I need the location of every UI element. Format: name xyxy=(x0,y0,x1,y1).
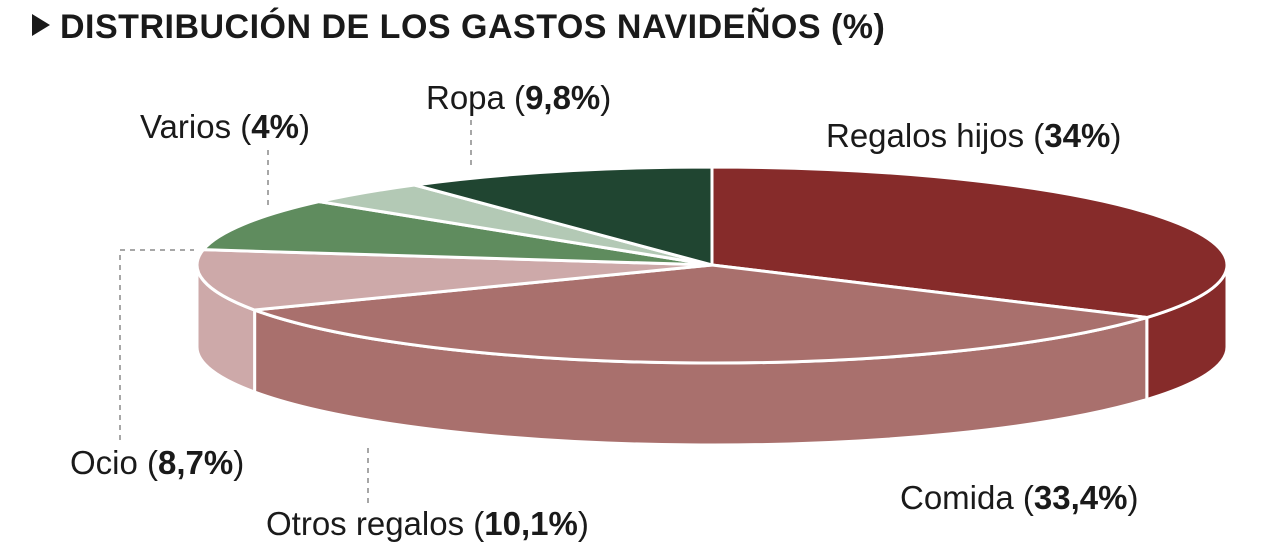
leader-lines xyxy=(119,120,472,505)
label-otros-regalos: Otros regalos (10,1%) xyxy=(266,505,589,542)
pie-slice-ropa xyxy=(413,165,714,267)
label-ocio: Ocio (8,7%) xyxy=(70,444,245,481)
label-otros-regalos-value: 10,1% xyxy=(484,505,578,542)
label-ocio-name: Ocio xyxy=(70,444,138,481)
pie-slice-ocio xyxy=(201,200,714,267)
label-comida-value: 33,4% xyxy=(1033,479,1128,516)
pie-top-slices xyxy=(195,165,1229,365)
label-ropa-value: 9,8% xyxy=(525,79,601,116)
label-varios: Varios (4%) xyxy=(140,108,310,145)
pie-side-walls xyxy=(195,263,1229,447)
label-otros-regalos-name: Otros regalos xyxy=(266,505,465,542)
label-ropa: Ropa (9,8%) xyxy=(426,79,612,116)
pie-slice-otros-regalos xyxy=(195,248,714,312)
label-ocio-value: 8,7% xyxy=(158,444,234,481)
leader-ocio xyxy=(119,249,194,440)
label-regalos-hijos-value: 34% xyxy=(1044,117,1111,154)
label-regalos-hijos-name: Regalos hijos xyxy=(826,117,1025,154)
label-varios-name: Varios xyxy=(140,108,232,145)
label-comida: Comida (33,4%) xyxy=(900,479,1139,516)
label-regalos-hijos: Regalos hijos (34%) xyxy=(826,117,1122,154)
label-ropa-name: Ropa xyxy=(426,79,505,116)
label-comida-name: Comida xyxy=(900,479,1014,516)
title-triangle-icon xyxy=(32,14,50,36)
chart-title: DISTRIBUCIÓN DE LOS GASTOS NAVIDEÑOS (%) xyxy=(32,8,885,47)
label-varios-value: 4% xyxy=(251,108,299,145)
chart-title-text: DISTRIBUCIÓN DE LOS GASTOS NAVIDEÑOS (%) xyxy=(60,8,886,46)
